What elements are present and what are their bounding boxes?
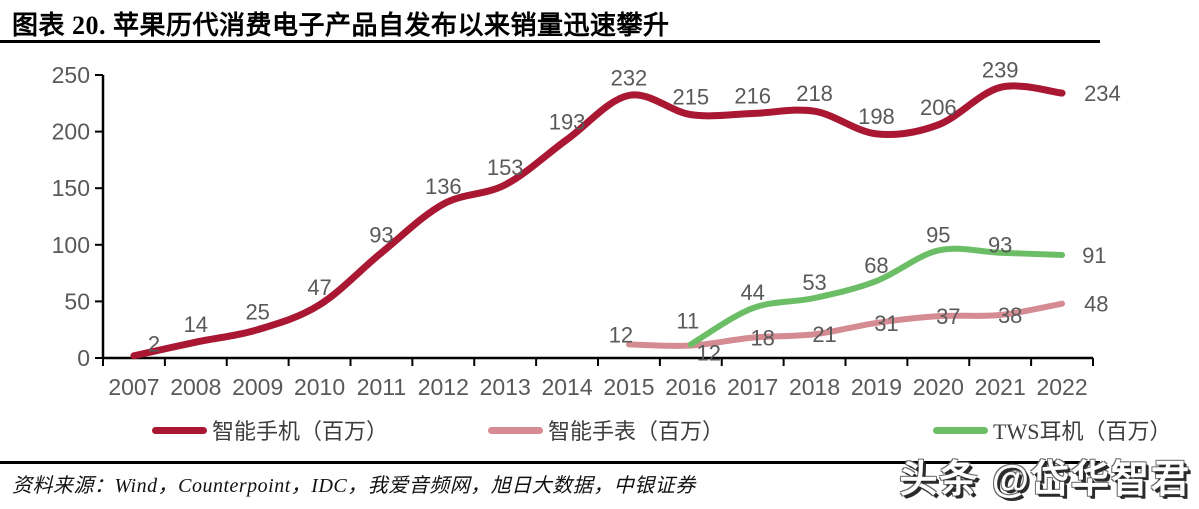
sales-line-chart: 0 50 100 150 200 250 2007 2008 2009 2010 2011 2012 2…: [52, 57, 1121, 400]
x-tick-label: 2007: [108, 374, 159, 400]
tws-data-label: 93: [988, 233, 1012, 258]
smartphone-data-label: 47: [307, 275, 331, 300]
smartphone-data-label: 14: [184, 312, 208, 337]
watch-data-label: 21: [812, 322, 836, 347]
y-tick-label: 100: [52, 232, 90, 258]
watch-line-swatch: [488, 426, 543, 434]
smartphone-line-swatch: [152, 426, 207, 434]
smartphone-data-label: 216: [734, 83, 771, 108]
smartphone-data-label: 239: [982, 57, 1019, 82]
x-tick-label: 2017: [727, 374, 778, 400]
x-tick-label: 2020: [913, 374, 964, 400]
watch-data-label: 31: [874, 311, 898, 336]
smartphone-data-label: 136: [425, 174, 462, 199]
legend-label-watch: 智能手表（百万）: [548, 419, 725, 444]
smartphone-data-label: 218: [796, 81, 833, 106]
chart-title: 图表 20. 苹果历代消费电子产品自发布以来销量迅速攀升: [12, 11, 670, 40]
smartphone-data-label: 234: [1084, 81, 1121, 106]
y-tick-label: 200: [52, 119, 90, 145]
x-tick-label: 2008: [170, 374, 221, 400]
watch-data-label: 18: [750, 326, 774, 351]
toutiao-watermark: 头条 @岱华智君: [899, 459, 1191, 501]
x-tick-label: 2011: [357, 374, 406, 400]
footer-divider-rule: [0, 461, 1100, 464]
smartphone-data-label: 206: [920, 95, 957, 120]
legend-label-smartphone: 智能手机（百万）: [212, 419, 389, 444]
x-tick-label: 2022: [1036, 374, 1087, 400]
legend-item-smartphone: 智能手机（百万）: [152, 418, 388, 444]
tws-series-line: [687, 245, 1066, 348]
smartphone-data-label: 215: [672, 85, 709, 110]
y-tick-label: 0: [77, 345, 90, 371]
source-note: 资料来源：Wind，Counterpoint，IDC，我爱音频网，旭日大数据，中…: [12, 475, 696, 497]
x-tick-label: 2019: [851, 374, 902, 400]
y-tick-label: 50: [64, 288, 90, 314]
watch-data-label: 11: [676, 309, 699, 334]
watch-series-line: [625, 300, 1066, 349]
tws-data-label: 95: [926, 222, 950, 247]
tws-data-label: 68: [864, 253, 888, 278]
chart-legend: 智能手机（百万） 智能手表（百万） TWS耳机（百万）: [0, 418, 1199, 444]
tws-data-label: 53: [802, 270, 826, 295]
smartphone-data-label: 198: [858, 104, 895, 129]
x-tick-label: 2018: [789, 374, 840, 400]
y-tick-label: 150: [52, 175, 90, 201]
smartphone-data-label: 93: [369, 223, 393, 248]
smartphone-data-label: 2: [148, 332, 160, 357]
legend-item-watch: 智能手表（百万）: [488, 418, 724, 444]
x-tick-label: 2013: [480, 374, 531, 400]
smartphone-data-label: 193: [549, 110, 586, 135]
smartphone-data-label: 25: [245, 300, 269, 325]
x-tick-label: 2015: [603, 374, 654, 400]
title-divider-rule: [0, 40, 1100, 43]
smartphone-data-label: 153: [487, 155, 524, 180]
tws-data-label: 12: [697, 340, 721, 365]
x-tick-label: 2012: [418, 374, 469, 400]
smartphone-series-line: [130, 82, 1066, 360]
watch-data-label: 12: [609, 322, 633, 347]
x-tick-label: 2014: [541, 374, 592, 400]
watch-data-label: 48: [1084, 292, 1108, 317]
x-tick-label: 2010: [294, 374, 345, 400]
x-tick-label: 2016: [665, 374, 716, 400]
y-tick-label: 250: [52, 62, 90, 88]
smartphone-data-label: 232: [611, 65, 648, 90]
legend-label-tws: TWS耳机（百万）: [993, 419, 1172, 444]
watch-data-label: 38: [998, 303, 1022, 328]
watch-data-label: 37: [936, 304, 960, 329]
legend-item-tws: TWS耳机（百万）: [933, 418, 1171, 444]
x-tick-label: 2009: [232, 374, 283, 400]
x-tick-label: 2021: [975, 374, 1026, 400]
tws-data-label: 44: [740, 280, 764, 305]
tws-data-label: 91: [1082, 243, 1106, 268]
tws-line-swatch: [933, 426, 988, 434]
